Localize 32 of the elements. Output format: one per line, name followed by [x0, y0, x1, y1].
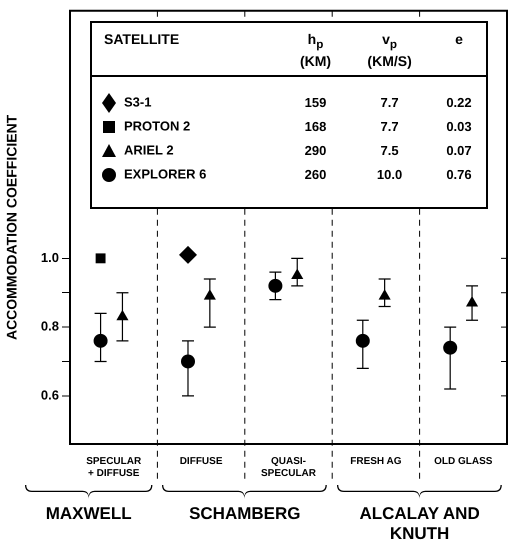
annotation: h$_{p}$ (KM) [284, 23, 348, 76]
x-tick-label: FRESH AG [350, 456, 402, 467]
x-tick-label: DIFFUSE [180, 456, 223, 467]
annotation: 290 [304, 142, 328, 160]
x-tick-label: SPECULAR + DIFFUSE [86, 456, 142, 479]
y-tick-label: 0.6 [40, 387, 59, 402]
y-tick-label: 0.8 [40, 318, 59, 334]
x-tick-label: QUASI-SPECULAR [260, 456, 317, 479]
annotation: 0.07 [445, 142, 473, 160]
legend-label: PROTON 2 [124, 118, 190, 134]
y-tick-label: 1.0 [40, 250, 59, 265]
text: SCHAMBERG [188, 504, 302, 524]
x-tick-label: OLD GLASS [434, 456, 493, 467]
y-axis-title: ACCOMMODATION COEFFICIENT [3, 114, 20, 340]
annotation: 159 [304, 94, 328, 112]
legend-label: EXPLORER 6 [124, 166, 206, 182]
text: ALCALAY AND KNUTH [358, 504, 481, 544]
annotation: 0.22 [445, 94, 473, 112]
annotation: 7.7 [380, 94, 400, 112]
legend-label: ARIEL 2 [124, 142, 174, 158]
annotation: 7.5 [380, 142, 400, 160]
text: MAXWELL [44, 504, 133, 524]
annotation: 260 [304, 166, 328, 184]
legend-label: S3-1 [124, 94, 152, 110]
annotation: 0.76 [445, 166, 473, 184]
annotation: 10.0 [376, 166, 404, 184]
legend-title: SATELLITE [92, 23, 284, 76]
annotation: e [432, 23, 486, 76]
annotation: 0.03 [445, 118, 473, 136]
annotation: 168 [304, 118, 328, 136]
annotation: v$_{p}$ (KM/S) [347, 23, 432, 76]
annotation: 7.7 [380, 118, 400, 136]
